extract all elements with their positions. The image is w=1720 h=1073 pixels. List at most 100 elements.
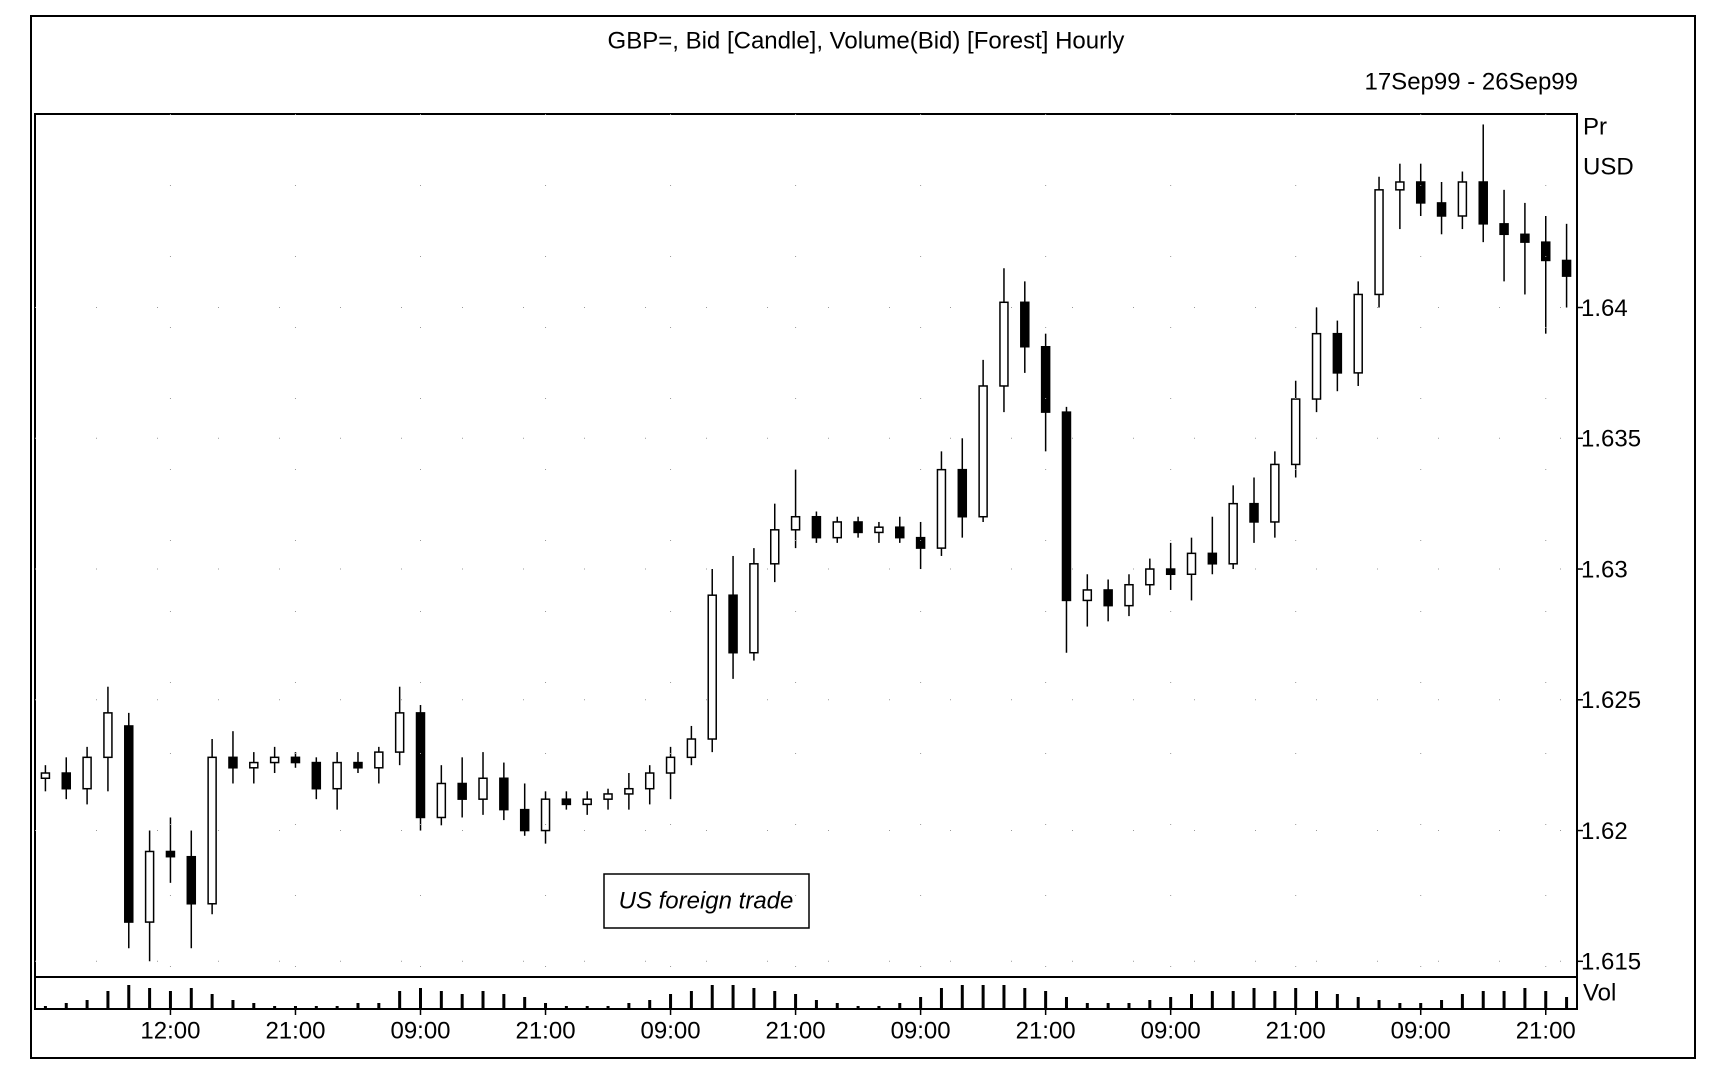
volume-bar — [439, 991, 443, 1009]
volume-bar — [1335, 994, 1339, 1009]
candle-body — [1395, 181, 1405, 191]
volume-bar — [1502, 991, 1506, 1009]
y-tick-label: 1.615 — [1581, 949, 1641, 976]
volume-bar — [814, 1000, 818, 1009]
candle-body — [644, 772, 655, 790]
candle-body — [186, 855, 197, 905]
volume-bar — [210, 994, 214, 1009]
annotation-box — [603, 873, 810, 929]
date-range: 17Sep99 - 26Sep99 — [1364, 68, 1578, 95]
x-tick-label: 09:00 — [1391, 1017, 1451, 1044]
volume-bar — [1398, 1003, 1402, 1009]
candle-body — [874, 526, 884, 534]
candle-body — [228, 756, 238, 769]
candle-body — [832, 521, 843, 539]
volume-bar — [64, 1003, 68, 1009]
candle-body — [1436, 202, 1447, 217]
candle-body — [540, 798, 551, 832]
y-axis-label: Pr — [1583, 113, 1607, 140]
candle-body — [499, 777, 509, 811]
candle-body — [290, 756, 301, 764]
candle-body — [165, 850, 176, 858]
candle-body — [957, 468, 968, 518]
volume-bar — [773, 991, 777, 1009]
candle-body — [978, 385, 988, 518]
volume-bar — [731, 985, 735, 1009]
volume-bar — [43, 1006, 47, 1009]
volume-bar — [585, 1006, 589, 1009]
x-tick-label: 21:00 — [1516, 1017, 1576, 1044]
candle-body — [790, 515, 801, 531]
candle-body — [1520, 233, 1530, 243]
candle-body — [144, 850, 155, 923]
volume-bar — [710, 985, 714, 1009]
volume-bar — [1440, 1000, 1444, 1009]
volume-bar — [564, 1006, 568, 1009]
candle-body — [1353, 293, 1363, 374]
candle-body — [624, 787, 634, 795]
volume-bar — [1460, 994, 1464, 1009]
volume-bar — [939, 988, 943, 1009]
volume-bar — [502, 994, 506, 1009]
candle-body — [1020, 301, 1030, 348]
candle-body — [353, 761, 363, 769]
candle-body — [1332, 332, 1343, 374]
candle-body — [561, 798, 572, 806]
volume-bar — [1273, 991, 1277, 1009]
candle-body — [1311, 332, 1322, 400]
volume-bar — [106, 991, 110, 1009]
volume-bar — [669, 994, 673, 1009]
volume-bar — [648, 1000, 652, 1009]
y-tick-label: 1.635 — [1581, 426, 1641, 453]
candle-body — [311, 761, 322, 790]
candle-body — [394, 712, 405, 753]
annotation: US foreign trade — [619, 887, 794, 914]
candle-body — [40, 772, 51, 779]
volume-bar — [273, 1006, 277, 1009]
candle-body — [895, 526, 905, 539]
volume-bar — [1231, 991, 1235, 1009]
candle-body — [457, 782, 467, 800]
volume-bar — [398, 991, 402, 1009]
chart-title: GBP=, Bid [Candle], Volume(Bid) [Forest]… — [608, 27, 1125, 54]
y-axis-label: USD — [1583, 153, 1634, 180]
candle-body — [1103, 589, 1113, 607]
volume-bar — [1523, 988, 1527, 1009]
y-tick-label: 1.64 — [1581, 295, 1628, 322]
x-tick-label: 21:00 — [1266, 1017, 1326, 1044]
candle-body — [478, 777, 488, 800]
plot-frame — [34, 113, 1578, 978]
volume-bar — [481, 991, 485, 1009]
volume-bar — [1565, 997, 1569, 1009]
volume-bar — [981, 985, 985, 1009]
candle-body — [82, 756, 92, 790]
candle-body — [999, 301, 1009, 387]
candle-body — [1082, 589, 1093, 602]
volume-bar — [1002, 985, 1006, 1009]
candle-body — [1540, 241, 1551, 262]
candle-body — [603, 793, 613, 800]
volume-bar — [877, 1006, 881, 1009]
outer-frame — [30, 15, 1696, 1059]
volume-bar — [168, 991, 172, 1009]
candle-body — [207, 756, 217, 905]
candle-body — [269, 756, 280, 764]
volume-bar — [314, 1006, 318, 1009]
candle-body — [61, 772, 72, 790]
candle-body — [749, 563, 759, 654]
volume-bar — [794, 994, 798, 1009]
candle-body — [1061, 411, 1072, 602]
candle-body — [1499, 223, 1509, 236]
volume-frame — [34, 976, 1578, 1010]
volume-bar — [1356, 997, 1360, 1009]
candle-body — [1270, 463, 1280, 523]
volume-bar — [1419, 1003, 1423, 1009]
volume-bar — [1544, 991, 1548, 1009]
volume-bar — [127, 985, 131, 1009]
volume-bar — [1481, 991, 1485, 1009]
y-tick-label: 1.63 — [1581, 556, 1628, 583]
volume-bar — [752, 988, 756, 1009]
x-tick-label: 09:00 — [891, 1017, 951, 1044]
volume-bar — [1106, 1003, 1110, 1009]
